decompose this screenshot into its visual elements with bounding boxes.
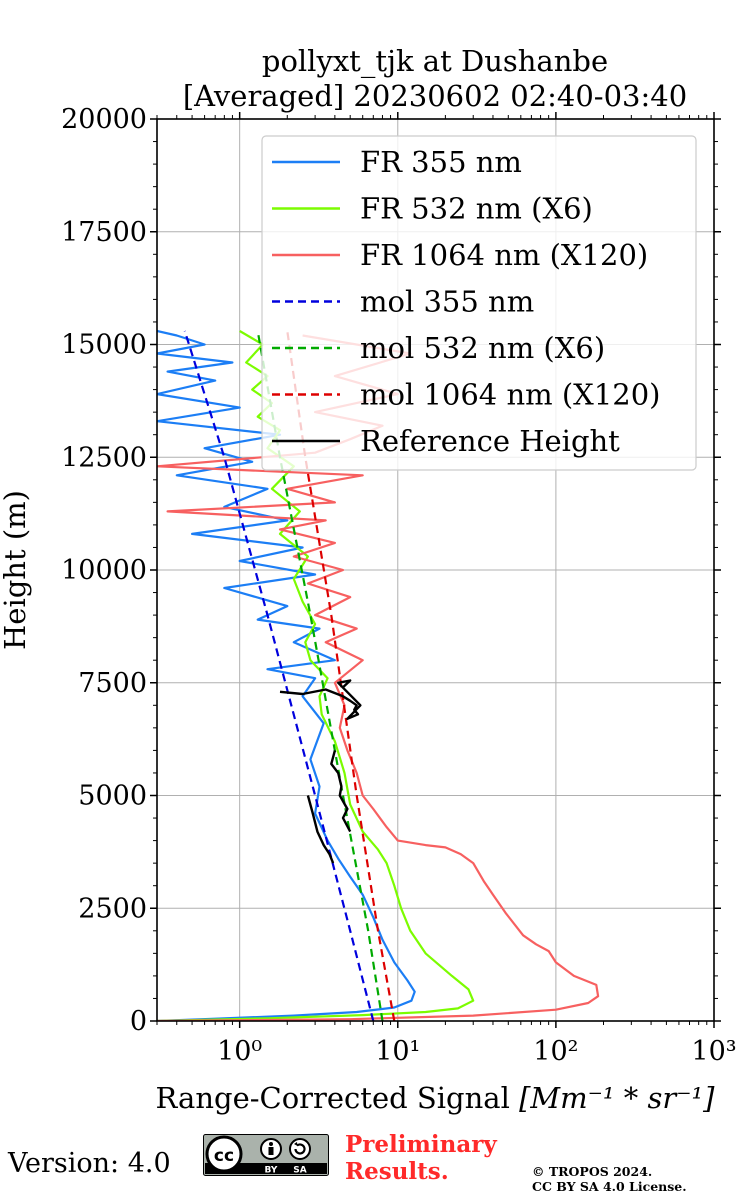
chart-figure: pollyxt_tjk at Dushanbe [Averaged] 20230… bbox=[0, 44, 737, 1115]
y-tick-label: 12500 bbox=[61, 442, 147, 473]
copyright-line1: © TROPOS 2024. bbox=[532, 1164, 653, 1179]
chart-subtitle: [Averaged] 20230602 02:40-03:40 bbox=[183, 79, 687, 113]
svg-text:cc: cc bbox=[214, 1146, 234, 1166]
series-reference-height-line bbox=[306, 795, 335, 864]
badge-sa-label: SA bbox=[293, 1166, 306, 1176]
cc-by-sa-badge: cc BY SA bbox=[203, 1134, 329, 1176]
x-axis-label: Range-Corrected Signal [Mm⁻¹ * sr⁻¹] bbox=[156, 1081, 716, 1115]
y-tick-label: 5000 bbox=[78, 781, 147, 812]
legend-label: mol 532 nm (X6) bbox=[360, 331, 605, 365]
preliminary-results-note: Preliminary Results. bbox=[345, 1131, 497, 1185]
legend-label: Reference Height bbox=[360, 424, 620, 458]
legend-label: FR 532 nm (X6) bbox=[360, 192, 593, 226]
axis-ticks bbox=[150, 112, 721, 1028]
y-tick-label: 2500 bbox=[78, 893, 147, 924]
y-tick-label: 15000 bbox=[61, 330, 147, 361]
y-tick-label: 20000 bbox=[61, 104, 147, 135]
badge-by-label: BY bbox=[265, 1166, 278, 1176]
legend: FR 355 nm FR 532 nm (X6) FR 1064 nm (X120)… bbox=[261, 135, 697, 471]
preliminary-line1: Preliminary bbox=[345, 1131, 497, 1158]
legend-label: mol 1064 nm (X120) bbox=[360, 378, 661, 412]
y-tick-label: 10000 bbox=[61, 555, 147, 586]
version-label: Version: 4.0 bbox=[8, 1148, 171, 1179]
series-mol-355-nm-line bbox=[183, 330, 375, 1021]
x-axis-unit: [Mm⁻¹ * sr⁻¹] bbox=[519, 1081, 715, 1115]
series-reference-height-line bbox=[279, 679, 362, 720]
y-axis-label: Height (m) bbox=[0, 490, 32, 650]
legend-label: FR 355 nm bbox=[360, 145, 522, 179]
y-tick-label: 0 bbox=[130, 1006, 147, 1037]
copyright-line2: CC BY SA 4.0 License. bbox=[532, 1179, 687, 1194]
y-tick-label: 7500 bbox=[78, 668, 147, 699]
axis-tick-labels: 0 2500 5000 7500 10000 12500 15000 17500 20000 10… bbox=[61, 104, 737, 1067]
x-tick-label: 10¹ bbox=[375, 1036, 420, 1067]
y-tick-label: 17500 bbox=[61, 217, 147, 248]
chart-title: pollyxt_tjk at Dushanbe bbox=[262, 44, 608, 79]
x-axis-label-text: Range-Corrected Signal bbox=[156, 1081, 510, 1115]
series-reference-height-line bbox=[330, 750, 352, 833]
cc-icon bbox=[205, 1135, 243, 1173]
share-alike-icon bbox=[289, 1138, 311, 1160]
x-tick-label: 10² bbox=[533, 1036, 578, 1067]
legend-label: mol 355 nm bbox=[360, 285, 534, 319]
series-fr-1064-nm-x120-line bbox=[157, 334, 600, 1021]
preliminary-line2: Results. bbox=[345, 1158, 449, 1185]
series-fr-355-nm-line bbox=[157, 329, 416, 1021]
x-tick-label: 10⁰ bbox=[217, 1036, 262, 1067]
x-tick-label: 10³ bbox=[691, 1036, 736, 1067]
legend-box bbox=[261, 135, 697, 471]
legend-label: FR 1064 nm (X120) bbox=[360, 238, 648, 272]
copyright-notice: © TROPOS 2024. CC BY SA 4.0 License. bbox=[532, 1164, 687, 1194]
